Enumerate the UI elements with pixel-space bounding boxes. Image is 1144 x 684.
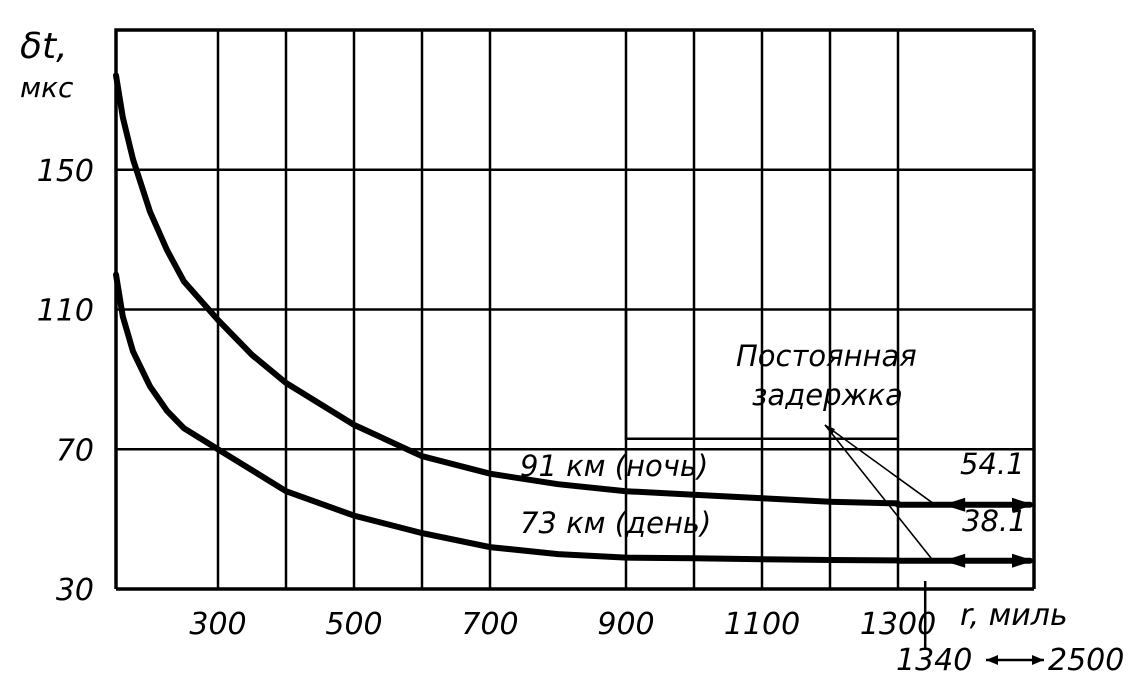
arrowhead <box>943 497 966 512</box>
arrowhead <box>1012 497 1034 512</box>
x-tick-label: 900 <box>597 607 654 642</box>
leader-arrow <box>825 425 835 435</box>
x-axis-label: r, миль <box>960 598 1068 633</box>
annotation-constant-line1: Постоянная <box>736 339 917 373</box>
arrowhead <box>1012 553 1034 568</box>
y-tick-label: 30 <box>56 573 94 608</box>
x-tick-label: 300 <box>189 607 246 642</box>
x-tick-label: 1100 <box>724 607 800 642</box>
range-end-label: 2500 <box>1048 643 1124 678</box>
series-label-night: 91 км (ночь) <box>520 449 708 483</box>
range-start-label: 1340 <box>896 643 972 678</box>
annotation-constant-line2: задержка <box>752 378 903 412</box>
range-arrowhead <box>986 655 998 665</box>
x-tick-label: 500 <box>325 607 382 642</box>
leader-line <box>824 424 934 562</box>
x-tick-label: 700 <box>461 607 518 642</box>
constant-delay-overlay <box>624 309 1044 665</box>
y-tick-label: 70 <box>56 433 94 468</box>
curves <box>113 72 1034 568</box>
constant-value-day: 38.1 <box>962 504 1027 538</box>
arrowhead <box>943 553 966 568</box>
series-label-day: 73 км (день) <box>520 506 711 540</box>
y-tick-label: 150 <box>37 154 94 189</box>
annotation-box <box>624 309 898 441</box>
series-line-night <box>113 72 901 507</box>
grid: 300 500 700 900 1100 1300 30 70 110 150 <box>37 28 1036 650</box>
y-axis-unit: мкс <box>20 71 74 104</box>
range-arrowhead <box>1032 655 1044 665</box>
plot-frame <box>114 28 1034 589</box>
y-tick-label: 110 <box>37 294 94 329</box>
constant-value-night: 54.1 <box>960 447 1025 481</box>
x-tick-label: 1300 <box>860 607 936 642</box>
series-line-day <box>113 271 901 564</box>
y-axis-label: δt, <box>20 26 68 67</box>
